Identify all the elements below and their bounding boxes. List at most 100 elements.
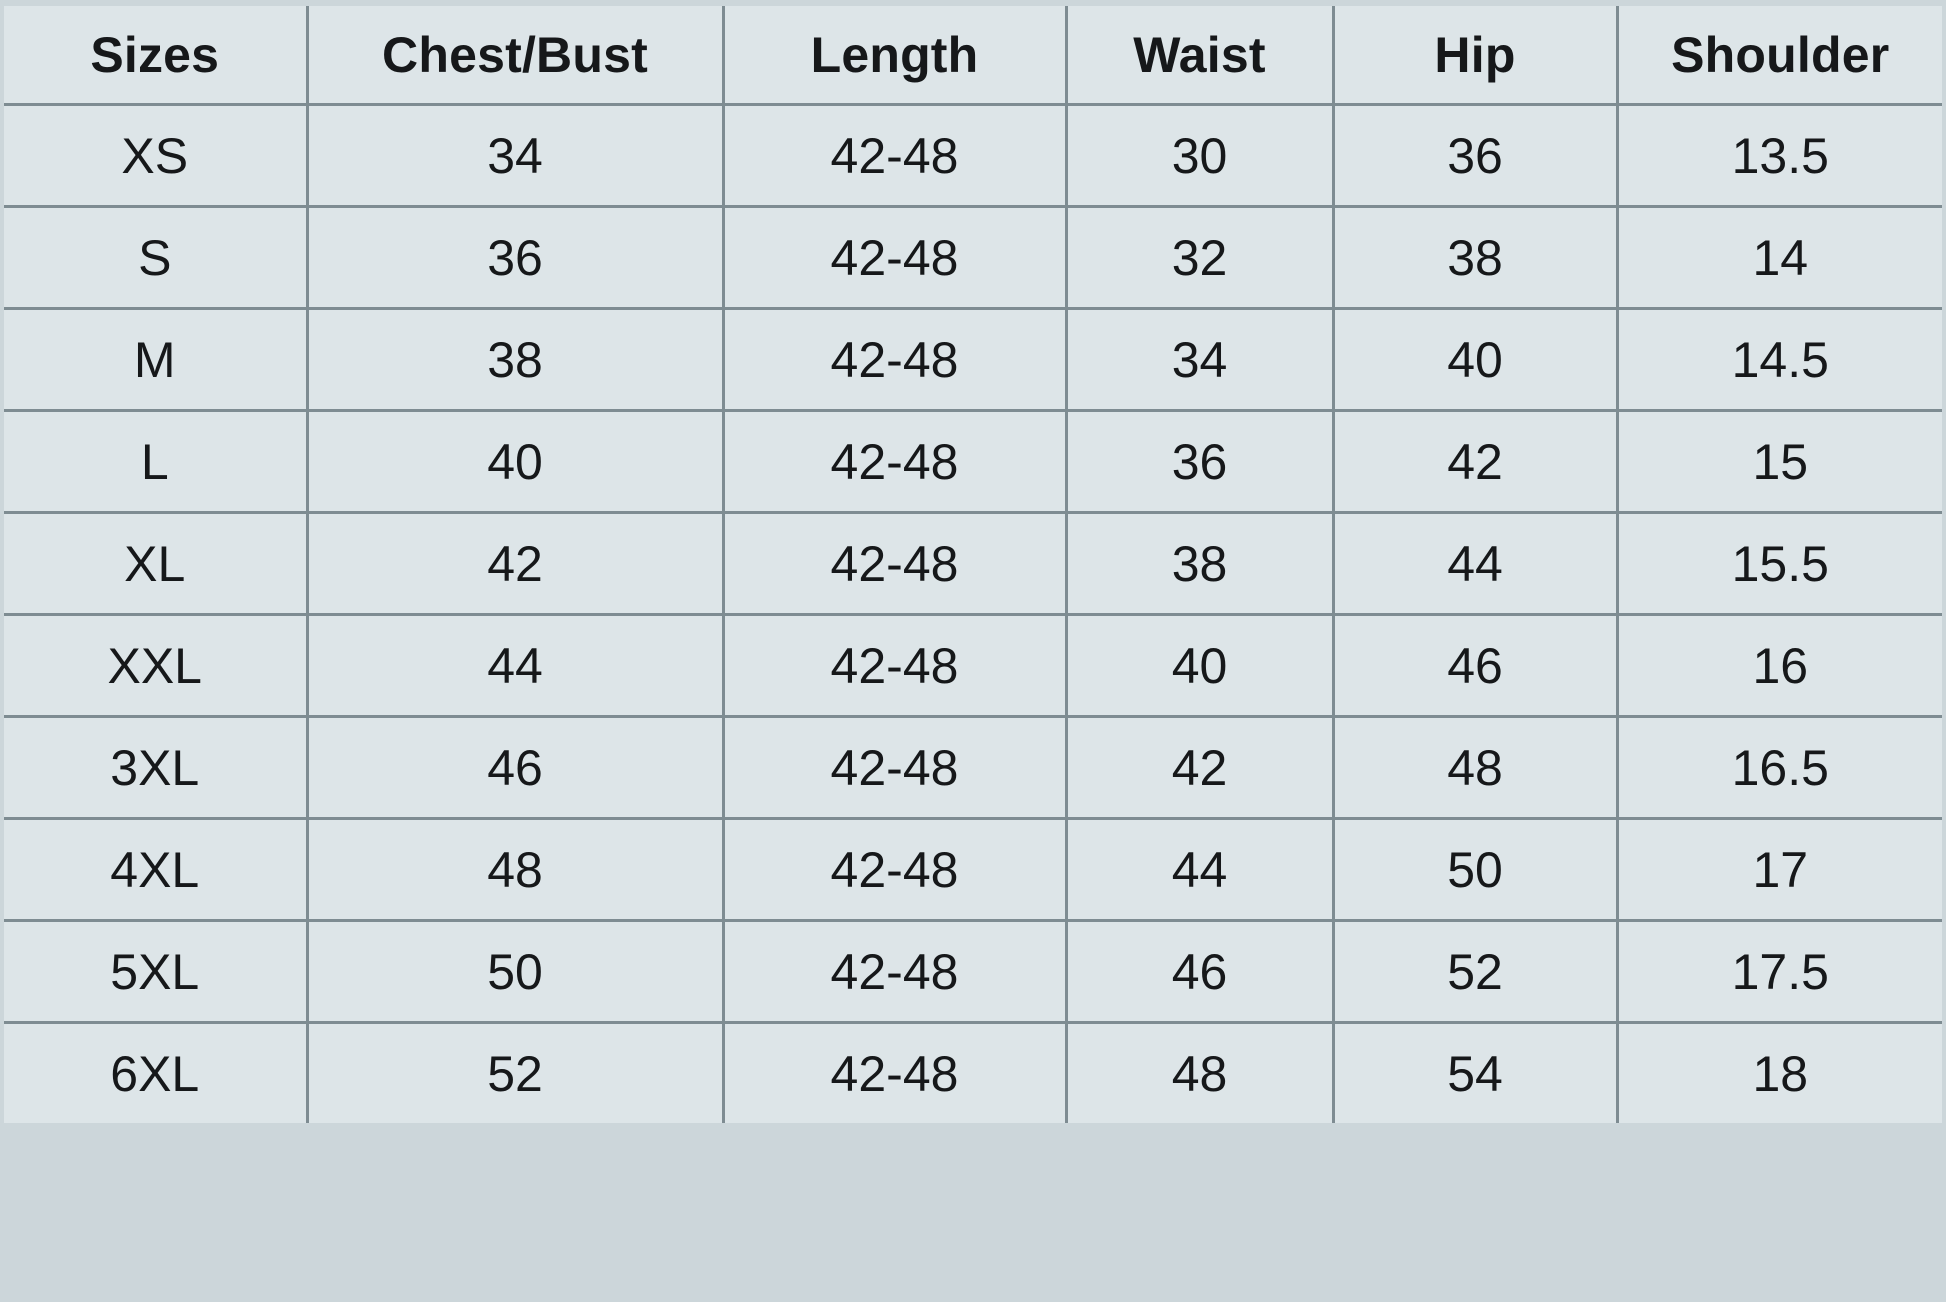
- column-header-length-label: Length: [810, 26, 979, 83]
- cell-length: 42-48: [721, 410, 1066, 514]
- cell-waist-value: 30: [1171, 127, 1228, 184]
- cell-size-value: 5XL: [110, 943, 200, 1000]
- cell-shoulder: 17: [1615, 818, 1942, 922]
- cell-waist-value: 46: [1171, 943, 1228, 1000]
- cell-hip-value: 36: [1447, 127, 1503, 184]
- cell-length: 42-48: [721, 920, 1066, 1024]
- size-chart-table: Sizes Chest/Bust Length Waist Hip Should…: [4, 6, 1942, 1123]
- column-header-hip-label: Hip: [1434, 26, 1516, 83]
- cell-waist: 32: [1064, 206, 1333, 310]
- cell-shoulder: 14: [1615, 206, 1942, 310]
- cell-size-value: XL: [124, 535, 186, 592]
- table-row: 6XL 52 42-48 48 54 18: [4, 1022, 1942, 1123]
- cell-shoulder: 16: [1615, 614, 1942, 718]
- cell-waist-value: 32: [1171, 229, 1228, 286]
- cell-chest-bust: 42: [305, 512, 723, 616]
- cell-shoulder: 15: [1615, 410, 1942, 514]
- cell-waist: 44: [1064, 818, 1333, 922]
- table-row: XXL 44 42-48 40 46 16: [4, 614, 1942, 718]
- cell-waist-value: 34: [1171, 331, 1228, 388]
- table-row: 4XL 48 42-48 44 50 17: [4, 818, 1942, 922]
- cell-waist-value: 38: [1171, 535, 1228, 592]
- cell-length-value: 42-48: [830, 229, 959, 286]
- cell-length-value: 42-48: [830, 841, 959, 898]
- cell-chest-bust: 40: [305, 410, 723, 514]
- cell-shoulder-value: 14: [1752, 229, 1809, 286]
- cell-shoulder-value: 13.5: [1731, 127, 1829, 184]
- column-header-sizes: Sizes: [4, 6, 307, 106]
- cell-chest-bust-value: 38: [487, 331, 543, 388]
- cell-length: 42-48: [721, 104, 1066, 208]
- cell-chest-bust-value: 44: [487, 637, 543, 694]
- table-row: S 36 42-48 32 38 14: [4, 206, 1942, 310]
- cell-shoulder: 17.5: [1615, 920, 1942, 1024]
- cell-shoulder-value: 16.5: [1731, 739, 1829, 796]
- cell-length-value: 42-48: [830, 637, 959, 694]
- cell-hip-value: 50: [1447, 841, 1503, 898]
- cell-shoulder: 13.5: [1615, 104, 1942, 208]
- column-header-chest-bust-label: Chest/Bust: [382, 26, 648, 83]
- column-header-waist-label: Waist: [1133, 26, 1266, 83]
- cell-waist: 36: [1064, 410, 1333, 514]
- cell-hip-value: 42: [1447, 433, 1503, 490]
- cell-length: 42-48: [721, 308, 1066, 412]
- cell-length-value: 42-48: [830, 1045, 959, 1102]
- table-row: 5XL 50 42-48 46 52 17.5: [4, 920, 1942, 1024]
- cell-size-value: 6XL: [110, 1045, 200, 1102]
- cell-shoulder: 18: [1615, 1022, 1942, 1123]
- cell-hip: 38: [1331, 206, 1617, 310]
- cell-waist: 42: [1064, 716, 1333, 820]
- cell-waist-value: 44: [1171, 841, 1228, 898]
- cell-hip: 40: [1331, 308, 1617, 412]
- cell-chest-bust-value: 34: [487, 127, 543, 184]
- header-row: Sizes Chest/Bust Length Waist Hip Should…: [4, 6, 1942, 106]
- cell-shoulder-value: 14.5: [1731, 331, 1829, 388]
- cell-length: 42-48: [721, 614, 1066, 718]
- cell-shoulder: 15.5: [1615, 512, 1942, 616]
- cell-size-value: XXL: [107, 637, 202, 694]
- cell-hip: 54: [1331, 1022, 1617, 1123]
- cell-chest-bust-value: 48: [487, 841, 543, 898]
- cell-size: XS: [4, 104, 307, 208]
- cell-length: 42-48: [721, 206, 1066, 310]
- cell-shoulder-value: 15: [1752, 433, 1809, 490]
- cell-waist: 40: [1064, 614, 1333, 718]
- cell-chest-bust: 50: [305, 920, 723, 1024]
- cell-size-value: XS: [121, 127, 189, 184]
- cell-length-value: 42-48: [830, 739, 959, 796]
- cell-waist: 30: [1064, 104, 1333, 208]
- column-header-sizes-label: Sizes: [90, 26, 220, 83]
- cell-hip: 36: [1331, 104, 1617, 208]
- cell-size: 5XL: [4, 920, 307, 1024]
- cell-hip: 50: [1331, 818, 1617, 922]
- cell-size-value: M: [133, 331, 176, 388]
- cell-waist: 46: [1064, 920, 1333, 1024]
- cell-chest-bust: 52: [305, 1022, 723, 1123]
- cell-length-value: 42-48: [830, 943, 959, 1000]
- cell-chest-bust: 38: [305, 308, 723, 412]
- cell-waist: 38: [1064, 512, 1333, 616]
- cell-waist-value: 36: [1171, 433, 1228, 490]
- cell-chest-bust: 48: [305, 818, 723, 922]
- cell-length-value: 42-48: [830, 127, 959, 184]
- cell-size-value: S: [138, 229, 172, 286]
- cell-shoulder: 16.5: [1615, 716, 1942, 820]
- cell-chest-bust: 34: [305, 104, 723, 208]
- cell-hip-value: 54: [1447, 1045, 1503, 1102]
- table-body: XS 34 42-48 30 36 13.5 S 36 42-48 32 38 14 M 38 42-48 3…: [4, 104, 1942, 1123]
- cell-hip: 42: [1331, 410, 1617, 514]
- cell-hip-value: 48: [1447, 739, 1503, 796]
- cell-waist: 34: [1064, 308, 1333, 412]
- cell-chest-bust-value: 40: [487, 433, 543, 490]
- cell-waist: 48: [1064, 1022, 1333, 1123]
- cell-waist-value: 42: [1171, 739, 1228, 796]
- cell-chest-bust: 36: [305, 206, 723, 310]
- cell-chest-bust-value: 36: [487, 229, 543, 286]
- column-header-shoulder: Shoulder: [1615, 6, 1942, 106]
- cell-shoulder-value: 17.5: [1731, 943, 1829, 1000]
- cell-shoulder-value: 15.5: [1731, 535, 1829, 592]
- cell-chest-bust-value: 46: [487, 739, 543, 796]
- cell-waist-value: 40: [1171, 637, 1228, 694]
- table-row: 3XL 46 42-48 42 48 16.5: [4, 716, 1942, 820]
